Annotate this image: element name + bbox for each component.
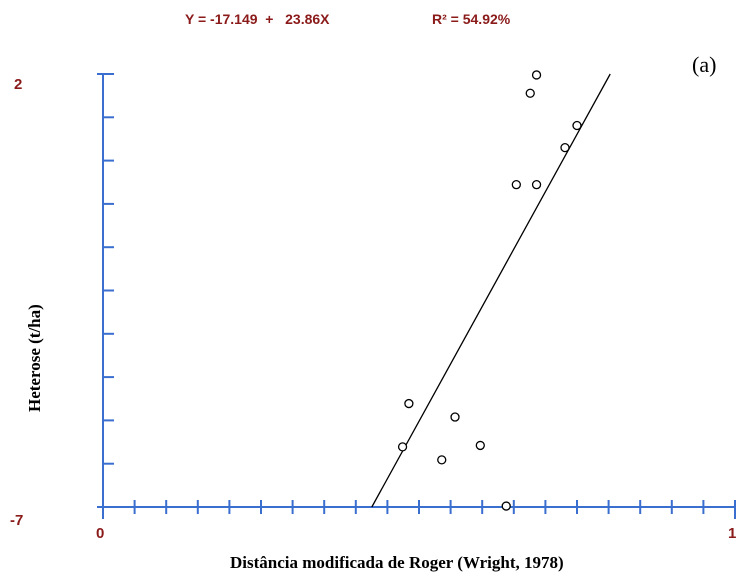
data-point xyxy=(531,180,542,190)
y-tick-label-max: 2 xyxy=(14,76,22,93)
data-point xyxy=(525,88,535,98)
r-squared: R² = 54.92% xyxy=(432,11,511,27)
panel-label: (a) xyxy=(692,52,716,77)
y-tick-label-min: -7 xyxy=(10,512,23,529)
data-point xyxy=(572,120,582,131)
y-axis-title: Heterose (t/ha) xyxy=(25,304,44,412)
data-point xyxy=(397,442,408,452)
data-points xyxy=(397,70,582,511)
x-axis-title: Distância modificada de Roger (Wright, 1… xyxy=(230,553,564,572)
data-point xyxy=(531,70,542,80)
regression-equation: Y = -17.149 + 23.86X xyxy=(185,11,330,27)
data-point xyxy=(450,412,460,422)
x-tick-label-min: 0 xyxy=(96,525,104,542)
data-point xyxy=(501,501,511,511)
data-point xyxy=(437,455,447,465)
data-point xyxy=(511,180,521,190)
data-point xyxy=(560,142,570,153)
axes xyxy=(97,73,736,519)
data-point xyxy=(404,398,414,409)
regression-line xyxy=(371,73,611,508)
data-point xyxy=(475,440,485,451)
x-tick-label-max: 1 xyxy=(728,525,736,542)
